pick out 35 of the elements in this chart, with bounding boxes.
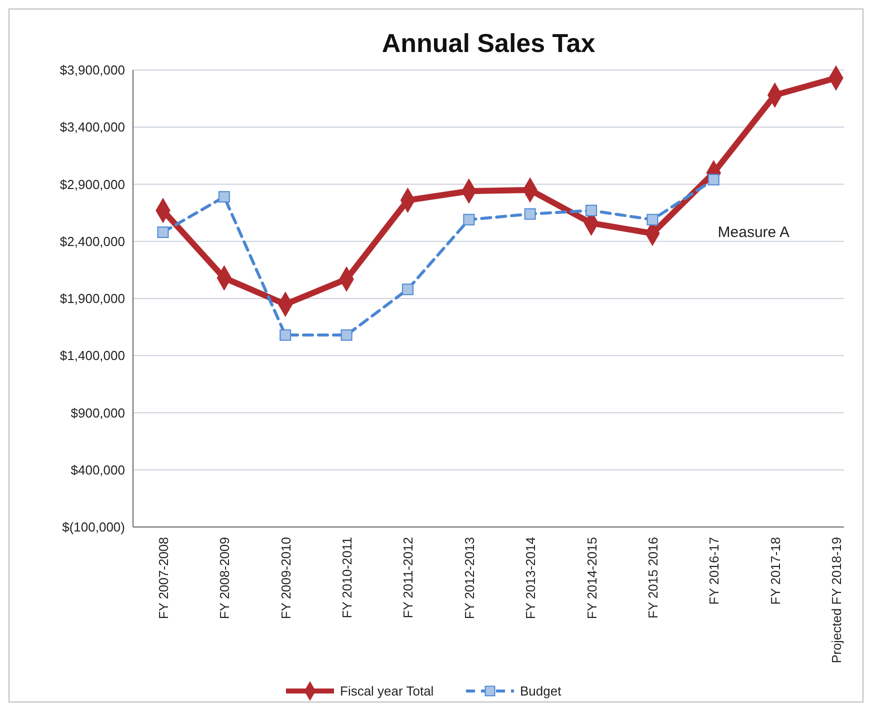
x-tick-label: FY 2009-2010 (278, 537, 294, 620)
x-tick-label: FY 2012-2013 (462, 537, 477, 620)
x-tick-label: FY 2008-2009 (217, 537, 232, 620)
y-tick-label: $(100,000) (62, 520, 125, 535)
point (340, 329, 352, 341)
x-tick-label: FY 2010-2011 (340, 537, 355, 618)
y-tick-label: $3,400,000 (60, 120, 125, 135)
annotation: Measure A (718, 224, 790, 241)
legend-label: Budget (520, 684, 562, 699)
point (524, 208, 536, 220)
point (280, 329, 292, 341)
y-tick-label: $2,900,000 (60, 176, 125, 192)
point (708, 174, 720, 186)
y-tick-label: $400,000 (70, 462, 125, 478)
point (646, 214, 658, 226)
x-tick-label: Projected FY 2018-19 (829, 537, 844, 664)
x-tick-label: FY 2007-2008 (156, 537, 171, 620)
legend-label: Fiscal year Total (340, 684, 434, 699)
x-tick-label: FY 2014-2015 (584, 537, 600, 620)
y-tick-label: $1,400,000 (60, 348, 125, 364)
point (218, 191, 230, 203)
point (463, 214, 475, 226)
point (157, 226, 169, 238)
point (586, 204, 598, 216)
x-tick-label: FY 2017-18 (768, 537, 783, 605)
x-tick-label: FY 2011-2012 (400, 537, 416, 618)
y-tick-label: $900,000 (70, 405, 125, 420)
x-tick-label: FY 2016-17 (706, 537, 722, 605)
y-tick-label: $3,900,000 (60, 62, 125, 78)
y-tick-label: $1,900,000 (60, 291, 125, 306)
x-tick-label: FY 2013-2014 (523, 537, 538, 620)
x-tick-label: FY 2015 2016 (645, 537, 660, 618)
chart-title: Annual Sales Tax (382, 28, 596, 58)
point (402, 284, 414, 296)
y-tick-label: $2,400,000 (60, 234, 125, 249)
